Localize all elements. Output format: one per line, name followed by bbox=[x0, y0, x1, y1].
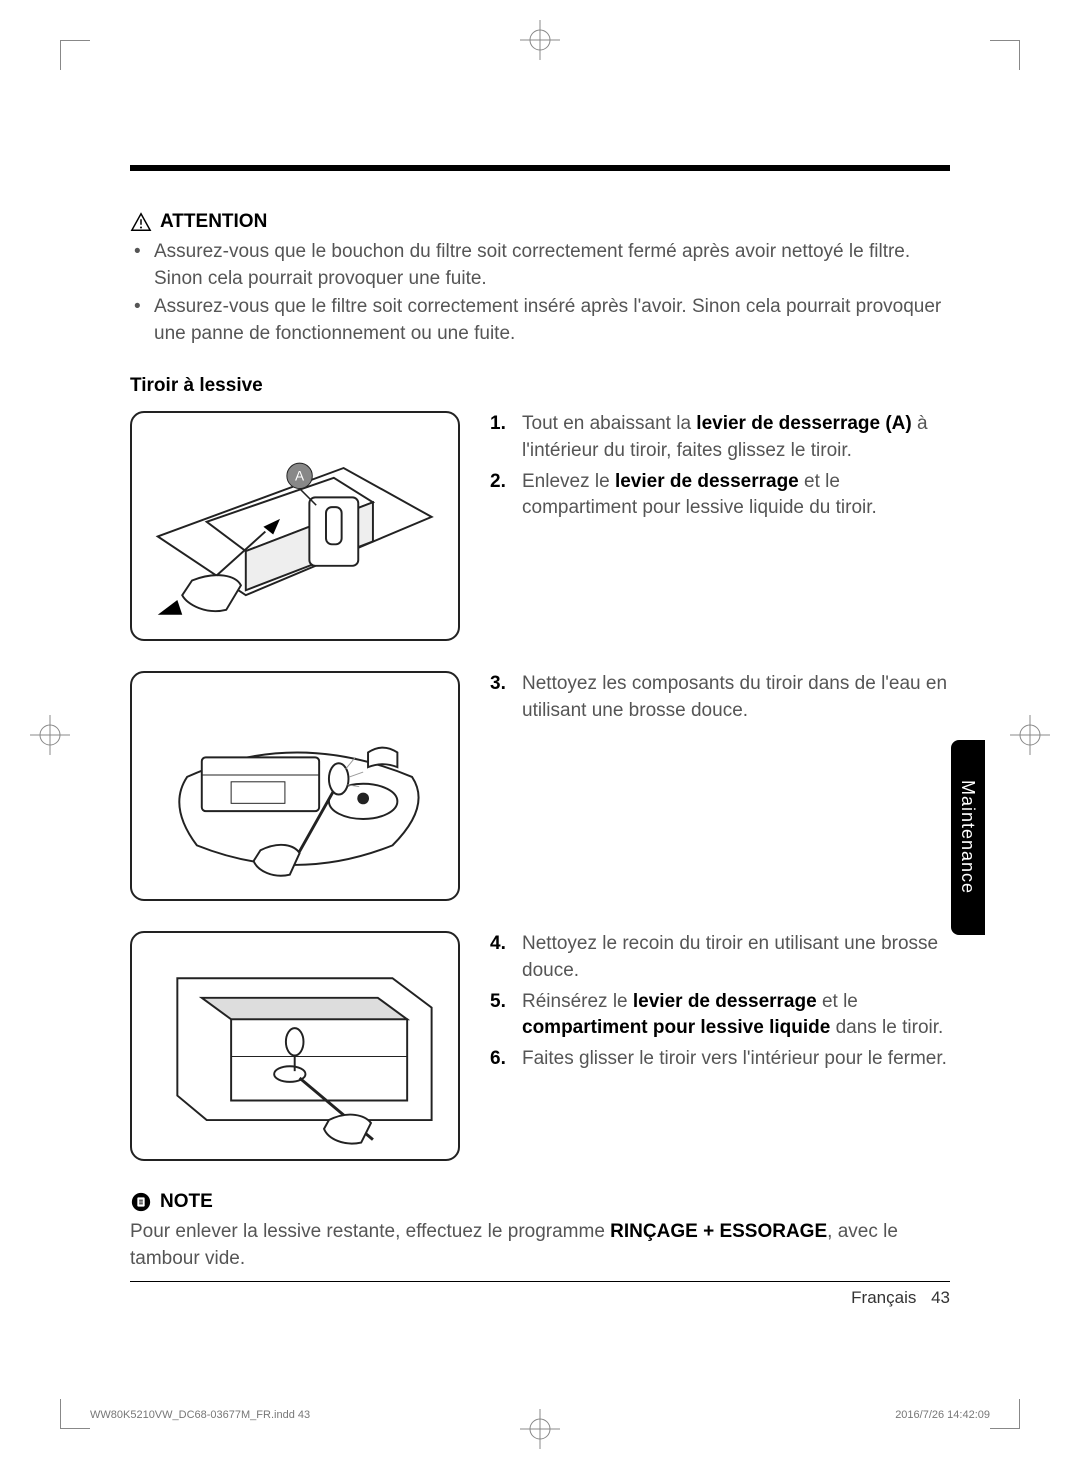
top-rule bbox=[130, 165, 950, 171]
footer-language: Français bbox=[851, 1288, 916, 1307]
step-item: 1. Tout en abaissant la levier de desser… bbox=[490, 411, 950, 464]
crop-mark bbox=[60, 1399, 90, 1429]
step-number: 4. bbox=[490, 931, 512, 984]
step-row: 4. Nettoyez le recoin du tiroir en utili… bbox=[130, 931, 950, 1161]
step-number: 5. bbox=[490, 989, 512, 1042]
step-text: 1. Tout en abaissant la levier de desser… bbox=[490, 411, 950, 525]
imprint-line: WW80K5210VW_DC68-03677M_FR.indd 43 2016/… bbox=[90, 1409, 990, 1421]
step-body: Nettoyez le recoin du tiroir en utilisan… bbox=[522, 931, 950, 984]
step-item: 6. Faites glisser le tiroir vers l'intér… bbox=[490, 1046, 950, 1073]
step-item: 4. Nettoyez le recoin du tiroir en utili… bbox=[490, 931, 950, 984]
attention-heading: ATTENTION bbox=[130, 211, 950, 233]
bullet-item: Assurez-vous que le bouchon du filtre so… bbox=[154, 239, 950, 292]
note-icon bbox=[130, 1191, 152, 1213]
step-row: A 1. Tout en abaissant la levier de dess… bbox=[130, 411, 950, 641]
step-text: 4. Nettoyez le recoin du tiroir en utili… bbox=[490, 931, 950, 1076]
step-item: 5. Réinsérez le levier de desserrage et … bbox=[490, 989, 950, 1042]
step-number: 6. bbox=[490, 1046, 512, 1073]
note-heading: NOTE bbox=[130, 1191, 950, 1213]
warning-icon bbox=[130, 211, 152, 233]
illustration-clean-parts bbox=[130, 671, 460, 901]
footer-rule bbox=[130, 1281, 950, 1282]
note-text: Pour enlever la lessive restante, effect… bbox=[130, 1219, 950, 1272]
page-content: ATTENTION Assurez-vous que le bouchon du… bbox=[130, 165, 950, 1308]
bullet-item: Assurez-vous que le filtre soit correcte… bbox=[154, 294, 950, 347]
note-label: NOTE bbox=[160, 1191, 213, 1213]
crop-mark bbox=[990, 40, 1020, 70]
step-row: 3. Nettoyez les composants du tiroir dan… bbox=[130, 671, 950, 901]
section-heading: Tiroir à lessive bbox=[130, 375, 950, 397]
attention-label: ATTENTION bbox=[160, 211, 267, 233]
illustration-clean-recess bbox=[130, 931, 460, 1161]
page-footer: Français 43 bbox=[130, 1288, 950, 1308]
step-item: 2. Enlevez le levier de desserrage et le… bbox=[490, 469, 950, 522]
note-block: NOTE Pour enlever la lessive restante, e… bbox=[130, 1191, 950, 1272]
attention-bullets: Assurez-vous que le bouchon du filtre so… bbox=[130, 239, 950, 347]
step-body: Enlevez le levier de desserrage et le co… bbox=[522, 469, 950, 522]
crop-mark bbox=[990, 1399, 1020, 1429]
imprint-date: 2016/7/26 14:42:09 bbox=[895, 1409, 990, 1421]
registration-mark bbox=[30, 715, 70, 755]
step-number: 1. bbox=[490, 411, 512, 464]
step-number: 2. bbox=[490, 469, 512, 522]
imprint-file: WW80K5210VW_DC68-03677M_FR.indd 43 bbox=[90, 1409, 310, 1421]
step-body: Tout en abaissant la levier de desserrag… bbox=[522, 411, 950, 464]
step-body: Faites glisser le tiroir vers l'intérieu… bbox=[522, 1046, 947, 1073]
crop-mark bbox=[60, 40, 90, 70]
step-body: Réinsérez le levier de desserrage et le … bbox=[522, 989, 950, 1042]
step-body: Nettoyez les composants du tiroir dans d… bbox=[522, 671, 950, 724]
section-tab: Maintenance bbox=[951, 740, 985, 935]
registration-mark bbox=[520, 20, 560, 60]
illustration-drawer-remove: A bbox=[130, 411, 460, 641]
attention-block: ATTENTION Assurez-vous que le bouchon du… bbox=[130, 211, 950, 347]
step-text: 3. Nettoyez les composants du tiroir dan… bbox=[490, 671, 950, 728]
registration-mark bbox=[1010, 715, 1050, 755]
callout-a: A bbox=[295, 468, 305, 483]
step-number: 3. bbox=[490, 671, 512, 724]
step-item: 3. Nettoyez les composants du tiroir dan… bbox=[490, 671, 950, 724]
footer-page-number: 43 bbox=[931, 1288, 950, 1307]
